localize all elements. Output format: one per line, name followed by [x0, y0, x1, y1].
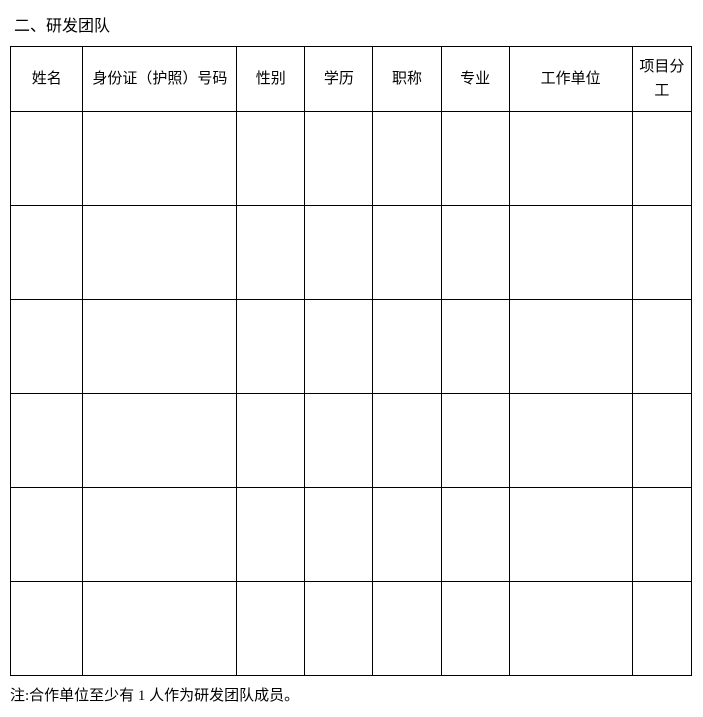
table-cell	[305, 582, 373, 676]
table-cell	[11, 582, 83, 676]
table-cell	[11, 112, 83, 206]
col-header-title: 职称	[373, 47, 441, 112]
table-cell	[83, 582, 237, 676]
table-cell	[83, 300, 237, 394]
table-row	[11, 300, 692, 394]
table-cell	[237, 112, 305, 206]
table-cell	[632, 300, 691, 394]
table-cell	[632, 582, 691, 676]
table-cell	[11, 488, 83, 582]
table-row	[11, 112, 692, 206]
table-cell	[509, 300, 632, 394]
table-row	[11, 394, 692, 488]
table-cell	[11, 206, 83, 300]
table-cell	[237, 206, 305, 300]
table-cell	[632, 206, 691, 300]
table-cell	[237, 300, 305, 394]
table-cell	[305, 488, 373, 582]
table-cell	[83, 488, 237, 582]
table-cell	[305, 112, 373, 206]
table-cell	[441, 488, 509, 582]
table-row	[11, 206, 692, 300]
footnote: 注:合作单位至少有 1 人作为研发团队成员。	[10, 684, 693, 705]
col-header-name: 姓名	[11, 47, 83, 112]
table-cell	[11, 300, 83, 394]
section-title: 二、研发团队	[14, 12, 693, 36]
table-cell	[373, 112, 441, 206]
table-row	[11, 582, 692, 676]
table-cell	[237, 394, 305, 488]
table-cell	[509, 206, 632, 300]
table-cell	[305, 394, 373, 488]
table-cell	[83, 112, 237, 206]
table-cell	[509, 488, 632, 582]
col-header-education: 学历	[305, 47, 373, 112]
col-header-work-unit: 工作单位	[509, 47, 632, 112]
table-cell	[373, 206, 441, 300]
col-header-id: 身份证（护照）号码	[83, 47, 237, 112]
table-cell	[83, 394, 237, 488]
table-cell	[373, 488, 441, 582]
table-cell	[83, 206, 237, 300]
table-cell	[441, 112, 509, 206]
table-cell	[305, 206, 373, 300]
table-cell	[632, 112, 691, 206]
table-cell	[509, 582, 632, 676]
col-header-gender: 性别	[237, 47, 305, 112]
team-table: 姓名 身份证（护照）号码 性别 学历 职称 专业 工作单位 项目分工	[10, 46, 692, 676]
table-cell	[509, 394, 632, 488]
table-cell	[373, 300, 441, 394]
table-cell	[632, 394, 691, 488]
table-cell	[237, 582, 305, 676]
table-row	[11, 488, 692, 582]
table-cell	[632, 488, 691, 582]
table-cell	[305, 300, 373, 394]
col-header-role: 项目分工	[632, 47, 691, 112]
table-cell	[237, 488, 305, 582]
table-cell	[441, 394, 509, 488]
table-cell	[441, 300, 509, 394]
table-header-row: 姓名 身份证（护照）号码 性别 学历 职称 专业 工作单位 项目分工	[11, 47, 692, 112]
table-cell	[373, 582, 441, 676]
table-cell	[441, 206, 509, 300]
table-cell	[509, 112, 632, 206]
table-body	[11, 112, 692, 676]
table-cell	[11, 394, 83, 488]
col-header-major: 专业	[441, 47, 509, 112]
table-cell	[441, 582, 509, 676]
table-cell	[373, 394, 441, 488]
